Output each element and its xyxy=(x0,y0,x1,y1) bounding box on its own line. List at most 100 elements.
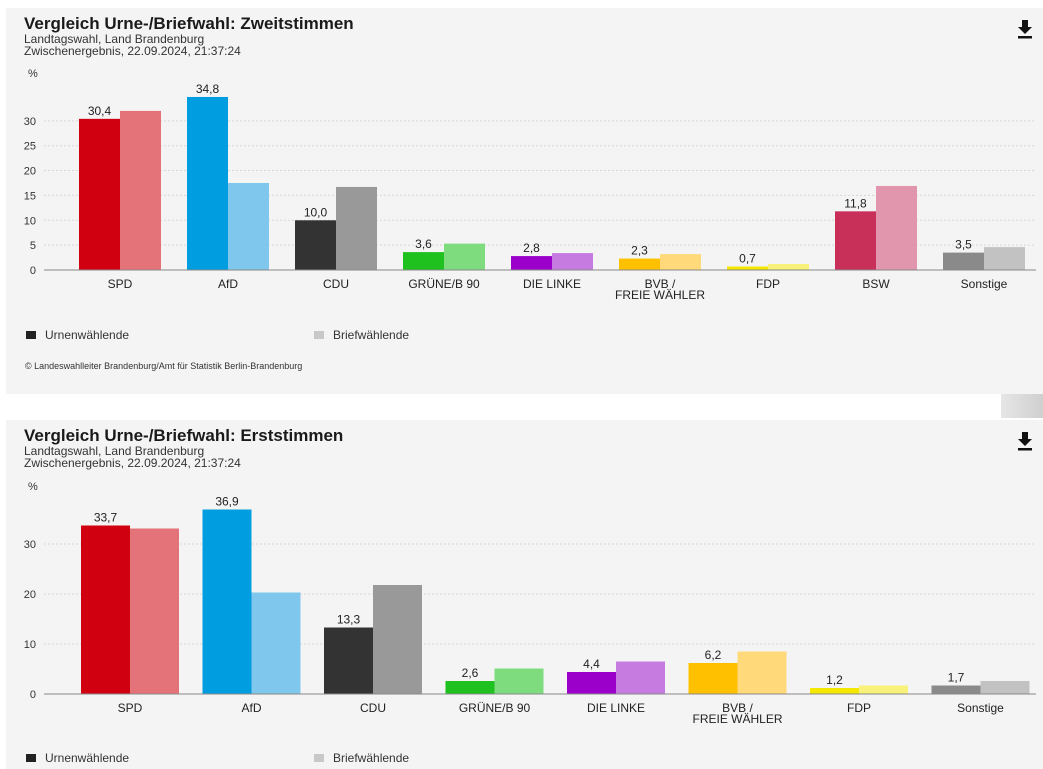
x-tick-label: SPD xyxy=(108,277,133,291)
x-tick-label: BVB / FREIE WÄHLER xyxy=(615,277,705,302)
y-tick-label: 30 xyxy=(24,539,36,551)
y-tick-label: 10 xyxy=(24,215,36,227)
bar-urne xyxy=(295,220,336,270)
bar-urne xyxy=(187,96,228,270)
bar-brief xyxy=(444,243,485,270)
bar-urne xyxy=(619,258,660,270)
data-label: 4,4 xyxy=(583,657,600,671)
chart-panel-zweitstimmen: Vergleich Urne-/Briefwahl: Zweitstimmen … xyxy=(6,8,1043,394)
x-tick-label: Sonstige xyxy=(957,701,1004,715)
data-label: 30,4 xyxy=(88,104,112,118)
bar-brief xyxy=(552,253,593,270)
bar-urne xyxy=(943,252,984,270)
legend-label-brief: Briefwählende xyxy=(333,751,410,765)
legend-swatch-urne xyxy=(26,754,36,762)
chart-subtitle: Landtagswahl, Land Brandenburg xyxy=(24,444,205,458)
bar-urne xyxy=(931,685,981,694)
chart-title: Vergleich Urne-/Briefwahl: Erststimmen xyxy=(24,426,344,445)
x-tick-label: DIE LINKE xyxy=(587,701,645,715)
bar-brief xyxy=(336,186,377,270)
bar-urne xyxy=(79,118,120,270)
bar-urne xyxy=(727,266,768,270)
data-label: 0,7 xyxy=(739,252,756,266)
bar-brief xyxy=(859,685,908,694)
bar-brief xyxy=(984,247,1025,270)
bar-chart-erststimmen: % 0 10 20 30 33,7 SPD 36,9 AfD 13,3 CDU 2,6 GRÜNE/B … xyxy=(24,481,1036,726)
scroll-handle[interactable] xyxy=(1001,394,1043,418)
bar-brief xyxy=(980,681,1030,694)
chart-subtitle: Landtagswahl, Land Brandenburg xyxy=(24,32,205,46)
chart-title: Vergleich Urne-/Briefwahl: Zweitstimmen xyxy=(24,14,354,33)
y-axis-unit: % xyxy=(28,68,38,80)
bar-brief xyxy=(768,264,809,270)
bar-urne xyxy=(688,663,738,694)
x-tick-label: DIE LINKE xyxy=(523,277,581,291)
x-tick-label: BVB / FREIE WÄHLER xyxy=(692,701,782,726)
data-label: 2,8 xyxy=(523,241,540,255)
x-tick-label: AfD xyxy=(218,277,238,291)
chart-timestamp: Zwischenergebnis, 22.09.2024, 21:37:24 xyxy=(24,456,241,470)
bar-urne xyxy=(567,672,616,694)
x-tick-label: FDP xyxy=(756,277,780,291)
y-tick-label: 25 xyxy=(24,141,36,153)
data-label: 2,6 xyxy=(462,666,479,680)
bar-urne xyxy=(511,256,552,270)
y-tick-label: 30 xyxy=(24,116,36,128)
bar-urne xyxy=(202,509,252,694)
legend-swatch-brief xyxy=(314,754,324,762)
y-tick-label: 20 xyxy=(24,166,36,178)
bar-urne xyxy=(835,211,876,270)
data-label: 13,3 xyxy=(337,613,361,627)
x-tick-label: BSW xyxy=(862,277,890,291)
bar-chart-zweitstimmen: % 0 5 10 15 20 25 30 30,4 SPD 34,8 AfD 10,0 CDU 3,6 GRÜ… xyxy=(24,68,1036,302)
legend-item-brief: Briefwählende xyxy=(314,328,409,342)
data-label: 11,8 xyxy=(844,196,867,210)
data-label: 3,5 xyxy=(955,238,972,252)
data-label: 3,6 xyxy=(415,237,432,251)
bar-urne xyxy=(403,252,444,270)
y-axis-unit: % xyxy=(28,481,38,493)
data-label: 2,3 xyxy=(631,244,648,258)
x-tick-label: AfD xyxy=(241,701,261,715)
y-tick-label: 0 xyxy=(30,265,36,277)
download-icon[interactable] xyxy=(1016,18,1034,40)
data-label: 1,2 xyxy=(826,673,843,687)
bar-urne xyxy=(81,525,130,694)
chart-timestamp: Zwischenergebnis, 22.09.2024, 21:37:24 xyxy=(24,44,241,58)
legend-item-brief: Briefwählende xyxy=(314,751,409,765)
bar-urne xyxy=(810,688,859,694)
y-tick-label: 10 xyxy=(24,639,36,651)
data-label: 10,0 xyxy=(304,205,328,219)
legend-label-brief: Briefwählende xyxy=(333,328,410,342)
bar-brief xyxy=(251,592,301,694)
legend-label-urne: Urnenwählende xyxy=(45,751,130,765)
x-tick-label: CDU xyxy=(323,277,349,291)
data-label: 34,8 xyxy=(196,82,220,96)
download-icon[interactable] xyxy=(1016,430,1034,452)
data-label: 33,7 xyxy=(94,511,118,525)
chart-panel-erststimmen: Vergleich Urne-/Briefwahl: Erststimmen L… xyxy=(6,420,1043,769)
bar-brief xyxy=(616,661,665,694)
source-credit: © Landeswahlleiter Brandenburg/Amt für S… xyxy=(25,361,303,371)
bar-brief xyxy=(130,528,179,694)
legend-label-urne: Urnenwählende xyxy=(45,328,130,342)
x-tick-label: GRÜNE/B 90 xyxy=(459,701,531,715)
legend-item-urne: Urnenwählende xyxy=(26,751,129,765)
x-tick-label: CDU xyxy=(360,701,386,715)
y-tick-label: 0 xyxy=(30,689,36,701)
y-tick-label: 15 xyxy=(24,190,36,202)
bar-urne xyxy=(445,681,495,694)
data-label: 6,2 xyxy=(705,648,722,662)
x-tick-label: GRÜNE/B 90 xyxy=(408,277,480,291)
legend-swatch-urne xyxy=(26,331,36,339)
bar-urne xyxy=(324,627,373,694)
bar-brief xyxy=(373,585,422,694)
x-tick-label: SPD xyxy=(118,701,143,715)
bar-brief xyxy=(228,182,269,270)
data-label: 36,9 xyxy=(215,495,239,509)
y-tick-label: 20 xyxy=(24,589,36,601)
legend-item-urne: Urnenwählende xyxy=(26,328,129,342)
bar-brief xyxy=(494,668,544,694)
bar-brief xyxy=(737,651,787,694)
y-tick-label: 5 xyxy=(30,240,36,252)
